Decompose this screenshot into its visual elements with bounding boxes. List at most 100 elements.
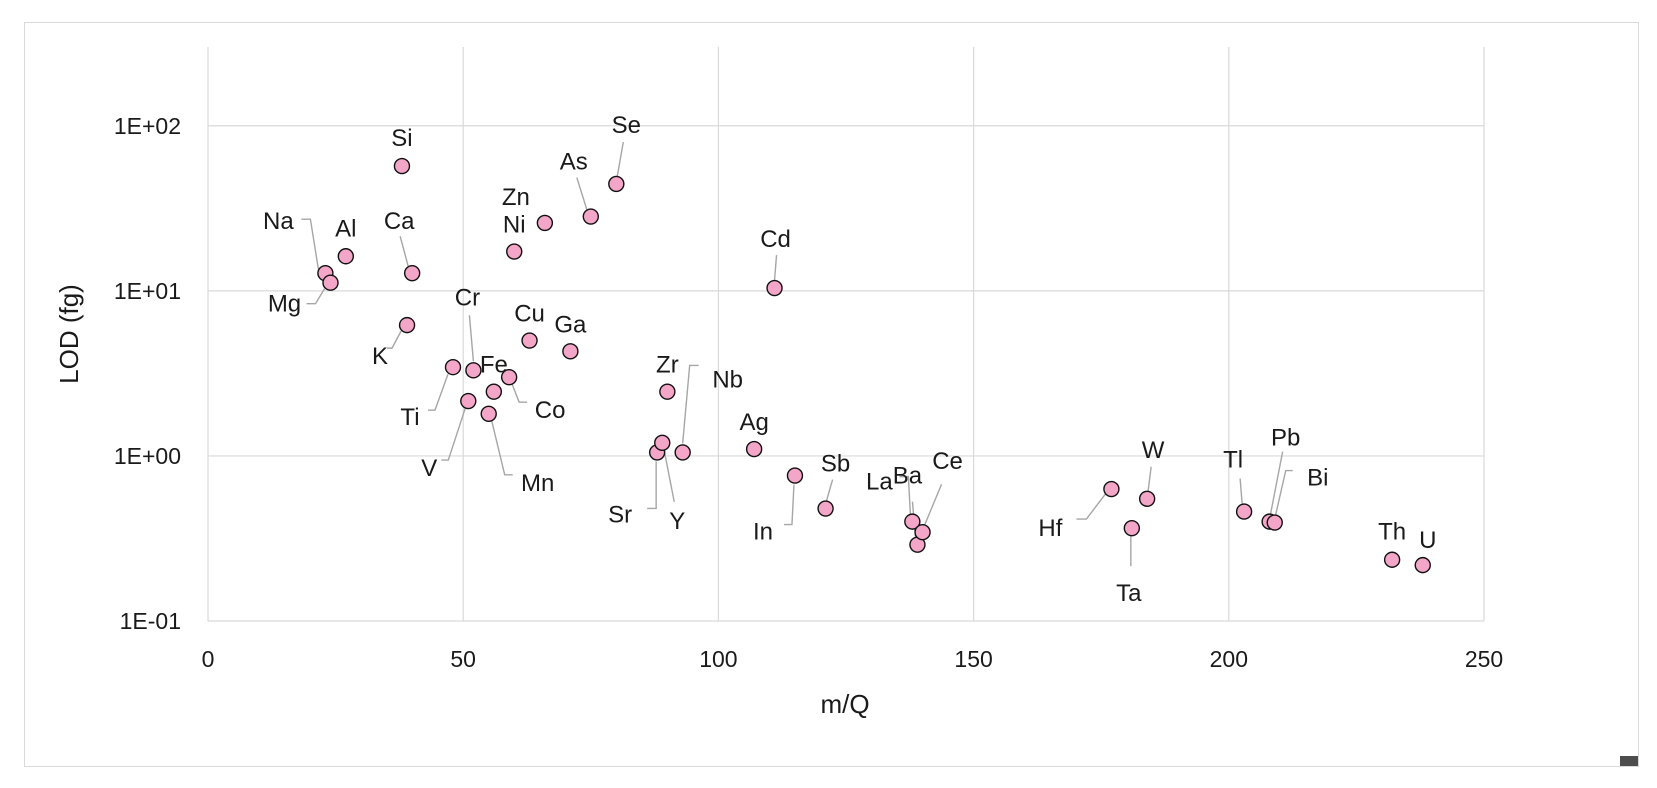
data-point-cr[interactable] bbox=[465, 362, 482, 379]
leader-line-ce bbox=[923, 483, 943, 526]
data-label-sb: Sb bbox=[821, 451, 850, 478]
scatter-chart: 0 50 100 150 200 250 1E-01 1E+00 1E+01 1E+02 m/Q LO… bbox=[54, 47, 1503, 719]
data-point-hf[interactable] bbox=[1103, 480, 1120, 498]
leader-line-nb bbox=[681, 364, 699, 444]
data-label-ca: Ca bbox=[384, 208, 415, 235]
leader-line-w bbox=[1147, 466, 1152, 491]
x-tick-label: 0 bbox=[202, 646, 215, 672]
data-point-ga[interactable] bbox=[562, 343, 579, 360]
data-point-ni[interactable] bbox=[506, 243, 523, 260]
leader-line-bi bbox=[1275, 469, 1293, 515]
x-tick-label: 200 bbox=[1210, 646, 1248, 672]
data-point-sb[interactable] bbox=[817, 500, 834, 517]
data-label-tl: Tl bbox=[1223, 447, 1243, 474]
leader-line-sb bbox=[825, 479, 834, 501]
leader-line-as bbox=[576, 177, 588, 210]
data-point-u[interactable] bbox=[1414, 556, 1431, 574]
data-label-v: V bbox=[421, 455, 437, 482]
leader-line-mg bbox=[306, 288, 326, 305]
data-point-as[interactable] bbox=[582, 208, 599, 225]
data-point-bi[interactable] bbox=[1266, 514, 1283, 531]
data-label-u: U bbox=[1419, 527, 1436, 554]
data-label-nb: Nb bbox=[712, 366, 743, 393]
data-label-co: Co bbox=[535, 397, 566, 424]
data-point-la[interactable] bbox=[904, 513, 921, 530]
data-label-sr: Sr bbox=[608, 501, 632, 528]
data-label-as: As bbox=[560, 149, 588, 176]
data-label-ta: Ta bbox=[1116, 580, 1142, 607]
data-label-na: Na bbox=[263, 208, 294, 235]
data-point-ce[interactable] bbox=[914, 524, 931, 541]
leader-line-co bbox=[511, 383, 528, 403]
data-point-al[interactable] bbox=[337, 248, 355, 265]
y-tick-label: 1E-01 bbox=[120, 608, 181, 634]
data-point-ti[interactable] bbox=[444, 358, 462, 376]
data-label-ti: Ti bbox=[400, 404, 419, 431]
data-label-fe: Fe bbox=[480, 352, 508, 379]
data-label-si: Si bbox=[391, 125, 412, 152]
data-point-fe[interactable] bbox=[485, 383, 503, 400]
data-label-cd: Cd bbox=[760, 226, 791, 253]
data-label-zn: Zn bbox=[502, 184, 530, 211]
data-label-k: K bbox=[372, 343, 388, 370]
data-point-tl[interactable] bbox=[1235, 503, 1253, 520]
data-point-v[interactable] bbox=[460, 392, 477, 410]
leader-line-cr bbox=[468, 315, 475, 362]
leader-line-pb bbox=[1269, 451, 1284, 514]
data-label-ba: Ba bbox=[893, 463, 923, 490]
leader-line-na bbox=[301, 218, 320, 270]
data-point-zr[interactable] bbox=[659, 383, 676, 400]
data-point-ca[interactable] bbox=[403, 264, 421, 282]
data-label-al: Al bbox=[335, 215, 356, 242]
leader-line-hf bbox=[1076, 493, 1106, 520]
leader-line-la bbox=[899, 475, 912, 514]
leader-line-in bbox=[783, 484, 795, 526]
leader-line-sr bbox=[647, 461, 657, 510]
data-point-th[interactable] bbox=[1383, 551, 1401, 568]
data-label-cu: Cu bbox=[514, 301, 545, 328]
leader-line-mn bbox=[491, 420, 513, 476]
x-axis-title: m/Q bbox=[820, 689, 869, 719]
data-label-in: In bbox=[753, 519, 773, 546]
data-label-zr: Zr bbox=[656, 352, 679, 379]
x-tick-label: 50 bbox=[450, 646, 476, 672]
data-label-ce: Ce bbox=[932, 448, 963, 475]
leader-line-ca bbox=[399, 235, 409, 267]
data-point-mg[interactable] bbox=[322, 274, 339, 291]
leader-line-ti bbox=[427, 373, 449, 411]
data-point-zn[interactable] bbox=[536, 214, 554, 232]
data-label-w: W bbox=[1142, 437, 1165, 464]
data-point-in[interactable] bbox=[786, 467, 804, 484]
data-point-w[interactable] bbox=[1138, 490, 1156, 507]
data-point-co[interactable] bbox=[500, 368, 518, 386]
data-point-mn[interactable] bbox=[480, 405, 497, 422]
data-label-pb: Pb bbox=[1271, 425, 1300, 452]
y-tick-label: 1E+02 bbox=[114, 113, 181, 139]
leader-line-v bbox=[441, 407, 466, 461]
x-tick-label: 100 bbox=[699, 646, 737, 672]
data-point-k[interactable] bbox=[398, 316, 416, 334]
resize-handle[interactable] bbox=[1620, 756, 1638, 766]
data-label-mn: Mn bbox=[521, 470, 554, 497]
leader-line-k bbox=[387, 330, 402, 349]
y-tick-label: 1E+00 bbox=[114, 443, 181, 469]
data-label-cr: Cr bbox=[455, 284, 480, 311]
data-point-ta[interactable] bbox=[1123, 519, 1141, 537]
x-tick-label: 250 bbox=[1465, 646, 1503, 672]
leader-line-y bbox=[663, 450, 675, 502]
data-point-si[interactable] bbox=[393, 157, 411, 175]
data-point-se[interactable] bbox=[608, 175, 625, 193]
data-point-ag[interactable] bbox=[745, 440, 763, 458]
data-label-se: Se bbox=[612, 112, 641, 139]
x-tick-label: 150 bbox=[954, 646, 992, 672]
y-tick-label: 1E+01 bbox=[114, 278, 181, 304]
data-point-cd[interactable] bbox=[766, 279, 783, 297]
data-label-hf: Hf bbox=[1038, 515, 1062, 542]
data-label-y: Y bbox=[669, 508, 685, 535]
data-point-nb[interactable] bbox=[674, 444, 691, 461]
leader-line-cd bbox=[773, 254, 778, 281]
data-point-y[interactable] bbox=[654, 434, 671, 452]
data-point-cu[interactable] bbox=[521, 332, 538, 349]
data-label-bi: Bi bbox=[1307, 465, 1328, 492]
data-label-ga: Ga bbox=[554, 311, 587, 338]
